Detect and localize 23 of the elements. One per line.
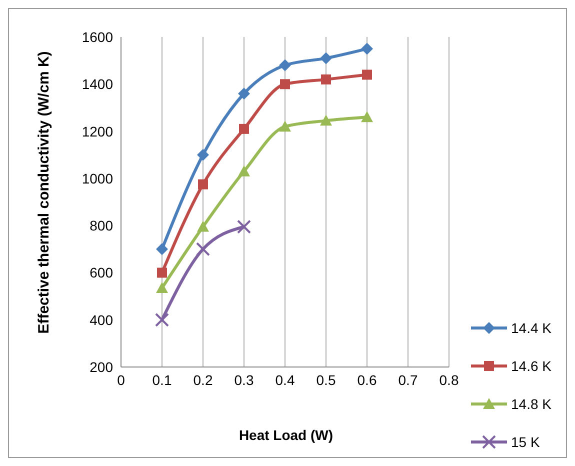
legend-label: 14.6 K xyxy=(511,358,552,374)
y-tick-label: 600 xyxy=(90,264,114,281)
y-tick-label: 1400 xyxy=(82,76,114,92)
y-axis-title: Effective thermal conductivity (W/cm K) xyxy=(36,50,52,336)
y-tick-label: 1600 xyxy=(82,28,114,45)
x-tick-label: 0 xyxy=(117,372,126,388)
x-tick-label: 0.1 xyxy=(152,372,172,388)
y-tick-label: 1200 xyxy=(82,123,114,140)
y-tick-label: 400 xyxy=(90,312,114,328)
y-tick-label: 800 xyxy=(90,218,114,234)
x-tick-label: 0.4 xyxy=(275,372,295,388)
x-tick-label: 0.7 xyxy=(398,372,418,388)
x-tick-label: 0.5 xyxy=(316,372,336,388)
y-tick-label: 200 xyxy=(90,358,114,375)
legend-label: 15 K xyxy=(511,434,540,450)
legend-label: 14.8 K xyxy=(511,396,552,412)
x-tick-label: 0.6 xyxy=(357,372,377,388)
x-tick-label: 0.8 xyxy=(439,372,459,388)
x-axis-title: Heat Load (W) xyxy=(238,427,334,443)
legend-label: 14.4 K xyxy=(511,320,552,336)
x-tick-label: 0.3 xyxy=(234,372,254,388)
y-tick-label: 1000 xyxy=(82,170,114,186)
x-tick-label: 0.2 xyxy=(193,372,213,388)
